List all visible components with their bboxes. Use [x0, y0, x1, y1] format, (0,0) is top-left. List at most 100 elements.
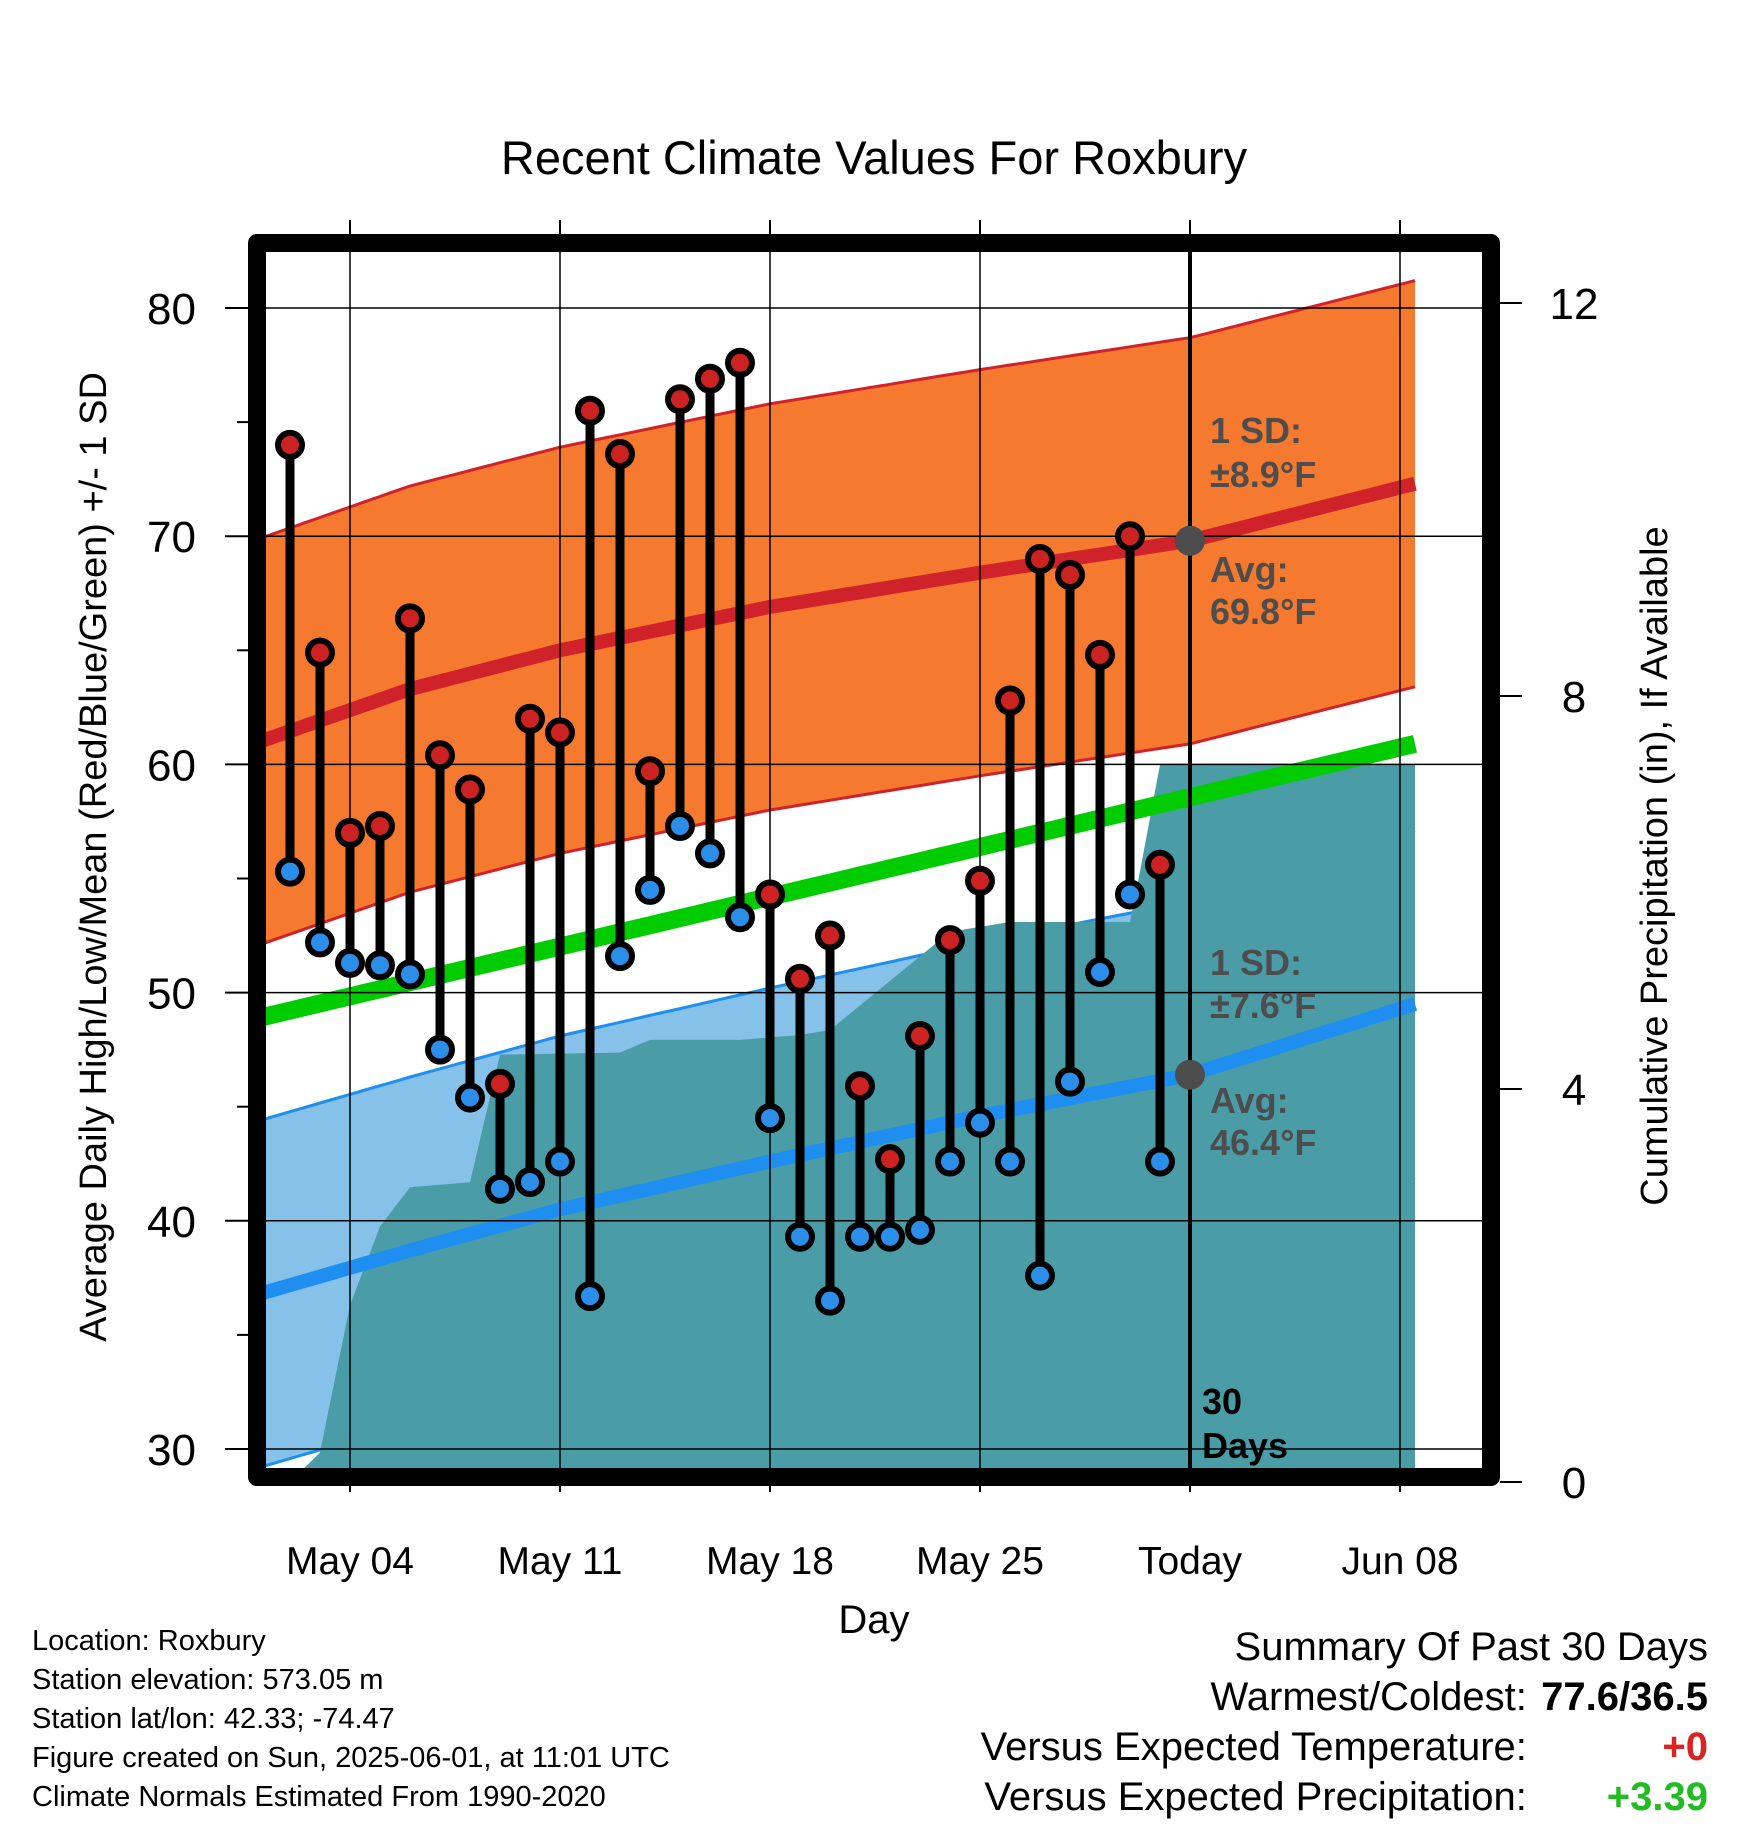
daily-high-point — [1025, 544, 1055, 575]
x-tick-label: May 25 — [916, 1540, 1044, 1583]
daily-low-point — [395, 959, 425, 990]
low-sd-label: 1 SD: — [1210, 942, 1302, 983]
y-tick-label: 80 — [147, 285, 196, 334]
daily-high-point — [1085, 639, 1115, 670]
daily-high-point — [515, 703, 545, 734]
daily-low-point — [725, 902, 755, 933]
y-tick-label: 50 — [147, 970, 196, 1019]
daily-low-point — [485, 1173, 515, 1204]
summary-title: Summary Of Past 30 Days — [1234, 1625, 1708, 1669]
daily-low-point — [815, 1285, 845, 1316]
normals-text: Climate Normals Estimated From 1990-2020 — [32, 1781, 606, 1813]
days-count-word: Days — [1202, 1425, 1288, 1466]
temp-label: Versus Expected Temperature: — [980, 1725, 1527, 1769]
low-sd-value: ±7.6°F — [1210, 985, 1316, 1026]
daily-high-point — [455, 774, 485, 805]
y2-tick-label: 8 — [1562, 673, 1586, 722]
x-tick-label: May 04 — [286, 1540, 414, 1583]
high-mean-line — [262, 476, 1417, 749]
summary-warm-cold: Warmest/Coldest: 77.6/36.5 — [981, 1672, 1709, 1722]
daily-low-point — [755, 1103, 785, 1134]
summary-temp: Versus Expected Temperature: +0 — [981, 1722, 1708, 1772]
daily-low-point — [1115, 879, 1145, 910]
overall-mean-line — [262, 735, 1418, 1027]
daily-low-point — [695, 838, 725, 869]
y-axis-label: Average Daily High/Low/Mean (Red/Blue/Gr… — [73, 372, 115, 1342]
low-avg-value: 46.4°F — [1210, 1122, 1316, 1163]
y-tick-label: 30 — [147, 1426, 196, 1475]
high-avg-label: Avg: — [1210, 549, 1289, 590]
x-tick-label: May 11 — [498, 1540, 623, 1583]
daily-high-point — [635, 756, 665, 787]
location-text: Location: Roxbury — [32, 1625, 266, 1657]
daily-low-point — [275, 856, 305, 887]
daily-low-point — [935, 1146, 965, 1177]
daily-high-point — [725, 347, 755, 378]
created-text: Figure created on Sun, 2025-06-01, at 11… — [32, 1742, 670, 1774]
y-tick-label: 60 — [147, 741, 196, 790]
high-sd-band-lower-edge — [262, 685, 1416, 946]
daily-high-point — [485, 1068, 515, 1099]
y-tick-label: 70 — [147, 513, 196, 562]
daily-high-point — [605, 439, 635, 470]
daily-low-point — [305, 927, 335, 958]
daily-low-point — [545, 1146, 575, 1177]
x-tick-label: May 18 — [706, 1540, 834, 1583]
high-sd-label: 1 SD: — [1210, 410, 1302, 451]
high-sd-value: ±8.9°F — [1210, 454, 1316, 495]
daily-high-point — [1055, 559, 1085, 590]
daily-low-point — [515, 1167, 545, 1198]
y2-tick-label: 4 — [1562, 1066, 1586, 1115]
daily-low-point — [455, 1082, 485, 1113]
daily-high-point — [545, 717, 575, 748]
plot-frame — [248, 234, 1500, 1486]
high-avg-value: 69.8°F — [1210, 591, 1316, 632]
daily-low-point — [845, 1221, 875, 1252]
daily-high-point — [695, 363, 725, 394]
daily-high-point — [755, 879, 785, 910]
daily-high-point — [275, 429, 305, 460]
daily-low-point — [365, 950, 395, 981]
daily-low-point — [575, 1281, 605, 1312]
daily-low-point — [785, 1221, 815, 1252]
daily-high-point — [815, 920, 845, 951]
daily-high-point — [335, 817, 365, 848]
days-count-number: 30 — [1202, 1381, 1242, 1422]
summary-precip: Versus Expected Precipitation: +3.39 — [981, 1772, 1708, 1822]
daily-low-point — [665, 811, 695, 842]
station-info: Location: Roxbury Station elevation: 573… — [32, 1622, 670, 1817]
high-sd-band — [262, 280, 1415, 944]
daily-high-point — [1115, 521, 1145, 552]
daily-low-point — [635, 874, 665, 905]
daily-high-point — [995, 685, 1025, 716]
precip-value: +3.39 — [1606, 1775, 1708, 1819]
x-tick-label: Today — [1138, 1540, 1243, 1583]
precip-label: Versus Expected Precipitation: — [984, 1775, 1527, 1819]
daily-low-point — [875, 1221, 905, 1252]
daily-low-point — [1085, 957, 1115, 988]
daily-low-point — [605, 941, 635, 972]
daily-high-point — [785, 963, 815, 994]
y2-tick-label: 12 — [1550, 280, 1599, 329]
elevation-text: Station elevation: 573.05 m — [32, 1664, 384, 1696]
daily-high-point — [365, 811, 395, 842]
warm-cold-label: Warmest/Coldest: — [1210, 1675, 1527, 1719]
today-low-avg-marker — [1175, 1059, 1205, 1090]
daily-high-point — [935, 925, 965, 956]
daily-high-point — [905, 1020, 935, 1051]
daily-low-point — [965, 1107, 995, 1138]
daily-high-point — [845, 1071, 875, 1102]
daily-low-point — [905, 1214, 935, 1245]
daily-low-point — [1025, 1260, 1055, 1291]
y2-tick-label: 0 — [1562, 1459, 1586, 1508]
x-tick-label: Jun 08 — [1341, 1540, 1458, 1583]
daily-high-point — [305, 637, 335, 668]
daily-high-point — [395, 603, 425, 634]
daily-high-point — [425, 740, 455, 771]
high-sd-band-upper-edge — [262, 279, 1416, 540]
daily-low-point — [995, 1146, 1025, 1177]
y2-axis-label: Cumulative Precipitation (in), If Availa… — [1634, 526, 1676, 1205]
daily-high-point — [575, 395, 605, 426]
today-high-avg-marker — [1175, 525, 1205, 556]
